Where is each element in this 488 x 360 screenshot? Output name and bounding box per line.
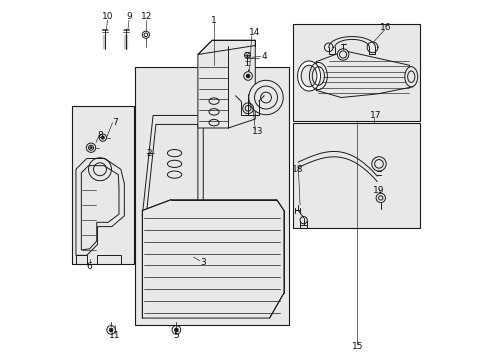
Circle shape xyxy=(90,147,92,149)
Circle shape xyxy=(101,136,104,139)
Bar xyxy=(292,123,419,228)
Text: 12: 12 xyxy=(141,12,152,21)
Text: 2: 2 xyxy=(146,149,152,158)
Text: 11: 11 xyxy=(109,332,120,341)
Bar xyxy=(135,67,289,325)
Circle shape xyxy=(88,145,93,150)
Circle shape xyxy=(246,74,249,78)
Text: 13: 13 xyxy=(252,127,264,136)
Text: 14: 14 xyxy=(248,28,260,37)
Circle shape xyxy=(109,328,113,332)
Polygon shape xyxy=(142,200,284,318)
Circle shape xyxy=(248,80,283,115)
Text: 10: 10 xyxy=(102,12,113,21)
Circle shape xyxy=(337,49,348,60)
Text: 6: 6 xyxy=(86,262,92,271)
Text: 9: 9 xyxy=(126,12,132,21)
Polygon shape xyxy=(198,45,255,128)
Text: 1: 1 xyxy=(211,16,217,25)
Text: 16: 16 xyxy=(380,23,391,32)
Text: 3: 3 xyxy=(200,258,206,267)
Ellipse shape xyxy=(301,65,316,87)
Bar xyxy=(292,24,419,121)
Text: 19: 19 xyxy=(372,186,384,195)
Text: 5: 5 xyxy=(173,332,179,341)
Text: 7: 7 xyxy=(112,118,117,127)
Ellipse shape xyxy=(404,67,417,87)
Polygon shape xyxy=(316,51,412,98)
Ellipse shape xyxy=(297,61,320,91)
Text: 17: 17 xyxy=(369,111,380,120)
Text: 8: 8 xyxy=(97,131,103,140)
Circle shape xyxy=(174,328,178,332)
Polygon shape xyxy=(198,40,255,54)
Text: 18: 18 xyxy=(291,165,303,174)
Text: 4: 4 xyxy=(261,52,266,61)
Bar xyxy=(72,107,134,264)
Text: 15: 15 xyxy=(351,342,363,351)
